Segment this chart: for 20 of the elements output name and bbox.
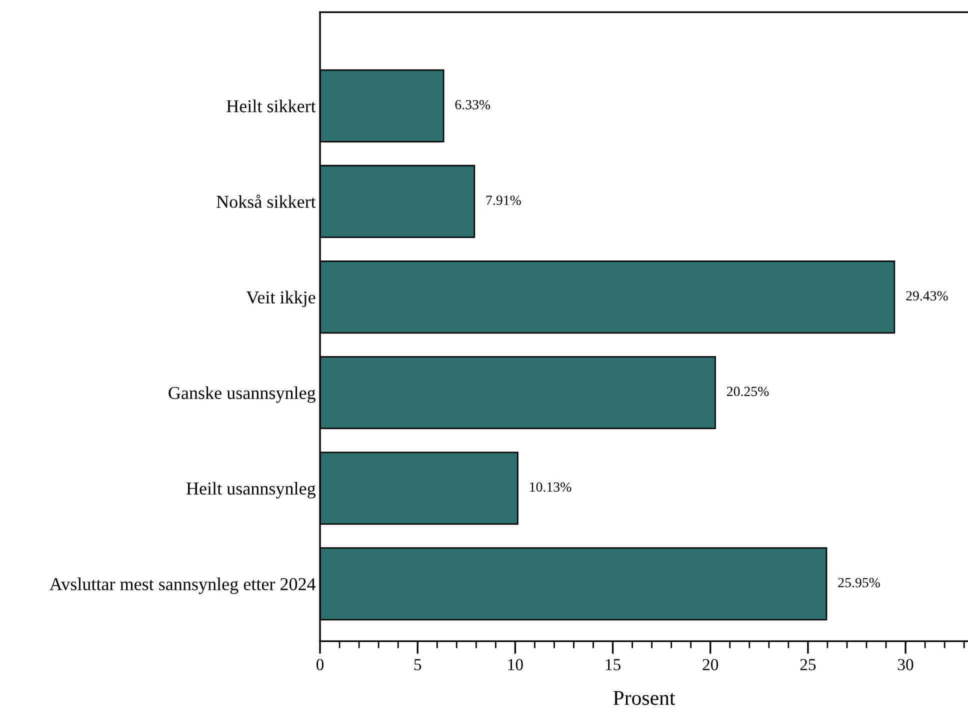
x-tick-label: 5: [414, 659, 422, 670]
x-tick-label: 0: [316, 659, 324, 670]
y-tick-label: Ganske usannsynleg: [168, 386, 316, 403]
y-tick-label: Avsluttar mest sannsynleg etter 2024: [50, 578, 316, 594]
data-label: 6.33%: [455, 100, 490, 110]
data-label: 10.13%: [530, 482, 572, 492]
data-label: 20.25%: [726, 386, 769, 396]
x-tick-label: 25: [800, 659, 816, 670]
x-tick-label: 10: [508, 659, 523, 670]
x-tick-label: 20: [702, 659, 718, 670]
x-axis-title: Prosent: [613, 691, 676, 705]
y-tick-label: Heilt sikkert: [226, 100, 316, 112]
data-label: 25.95%: [838, 578, 880, 588]
y-tick-label: Nokså sikkert: [216, 194, 316, 208]
x-tick-label: 15: [606, 659, 620, 670]
x-tick-label: 30: [898, 659, 914, 670]
data-label: 29.43%: [906, 291, 948, 301]
data-label: 7.91%: [486, 196, 521, 206]
y-tick-label: Veit ikkje: [246, 290, 316, 308]
y-tick-label: Heilt usannsynleg: [186, 482, 316, 498]
